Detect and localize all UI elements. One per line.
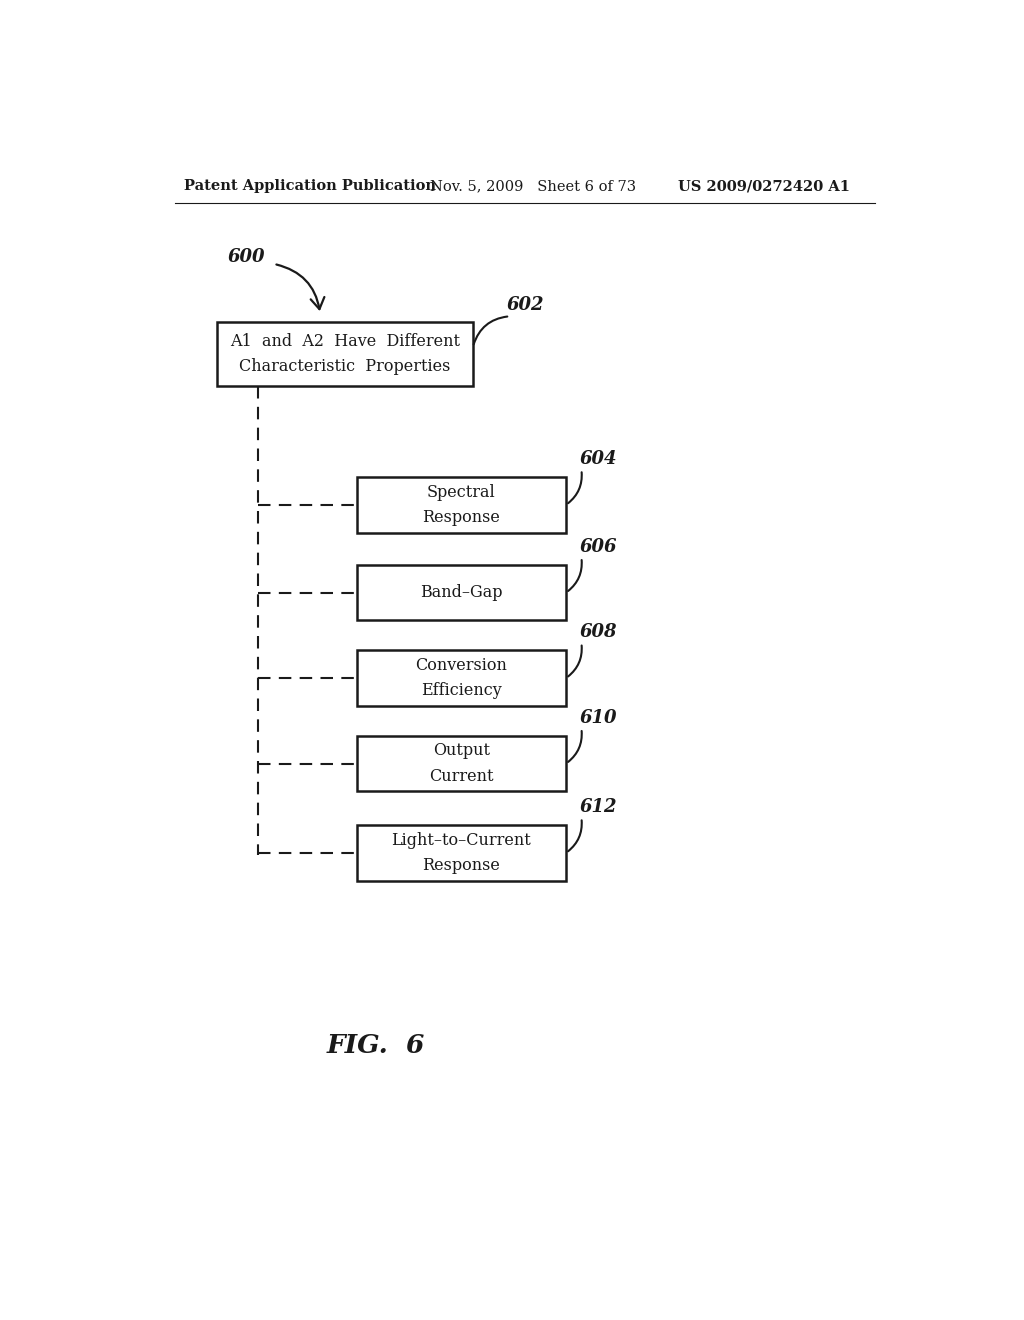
FancyArrowPatch shape xyxy=(568,820,582,851)
FancyArrowPatch shape xyxy=(568,731,582,762)
Text: 604: 604 xyxy=(580,450,617,469)
FancyArrowPatch shape xyxy=(474,317,507,345)
Text: 610: 610 xyxy=(580,709,617,726)
Text: 602: 602 xyxy=(506,296,544,314)
Text: A1  and  A2  Have  Different
Characteristic  Properties: A1 and A2 Have Different Characteristic … xyxy=(230,333,460,375)
Bar xyxy=(356,565,566,620)
Bar xyxy=(356,478,566,533)
FancyArrowPatch shape xyxy=(568,473,582,503)
FancyArrowPatch shape xyxy=(568,645,582,676)
FancyArrowPatch shape xyxy=(276,264,325,309)
Bar xyxy=(356,651,566,706)
Text: Output
Current: Output Current xyxy=(429,742,494,785)
Text: FIG.  6: FIG. 6 xyxy=(327,1034,425,1057)
Text: Conversion
Efficiency: Conversion Efficiency xyxy=(416,657,507,700)
Bar xyxy=(217,322,473,385)
FancyArrowPatch shape xyxy=(568,560,582,591)
Text: Patent Application Publication: Patent Application Publication xyxy=(183,180,436,193)
Text: Band–Gap: Band–Gap xyxy=(420,585,503,601)
Text: US 2009/0272420 A1: US 2009/0272420 A1 xyxy=(678,180,850,193)
Text: Light–to–Current
Response: Light–to–Current Response xyxy=(391,832,531,874)
Text: 612: 612 xyxy=(580,799,617,816)
Text: 600: 600 xyxy=(227,248,264,265)
Text: 606: 606 xyxy=(580,537,617,556)
Text: Nov. 5, 2009   Sheet 6 of 73: Nov. 5, 2009 Sheet 6 of 73 xyxy=(430,180,636,193)
Text: 608: 608 xyxy=(580,623,617,642)
Bar xyxy=(356,737,566,792)
Text: Spectral
Response: Spectral Response xyxy=(422,483,500,527)
Bar xyxy=(356,825,566,880)
